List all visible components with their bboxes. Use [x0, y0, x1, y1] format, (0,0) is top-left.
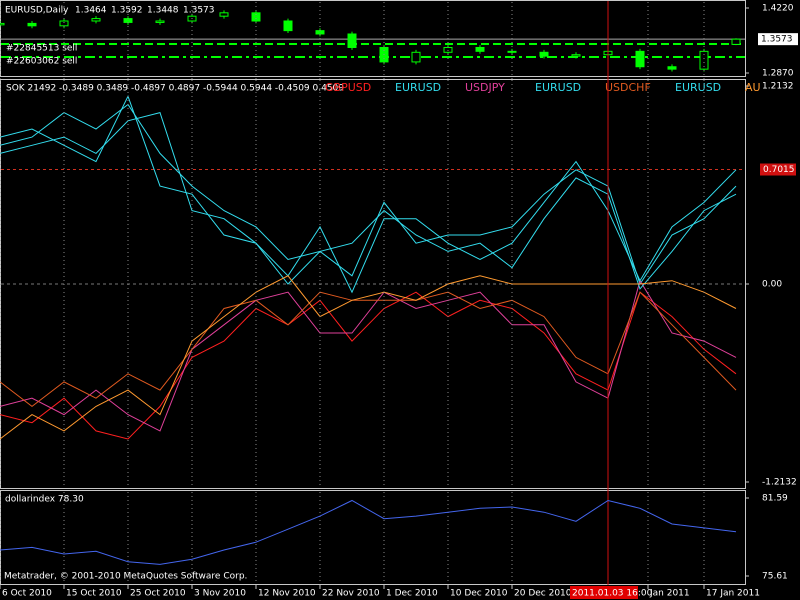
y-tick-label: 1.2870	[762, 69, 794, 79]
candle-body	[635, 50, 645, 68]
x-tick-label: 6 Oct 2010	[2, 589, 52, 599]
x-tick-label: 1 Dec 2010	[386, 589, 438, 599]
x-tick-label: 15 Oct 2010	[66, 589, 122, 599]
x-tick-label: Jan 2011	[649, 589, 690, 599]
candle-body	[123, 18, 133, 23]
x-tick-label: 25 Oct 2010	[130, 589, 186, 599]
x-tick-label: 17 Jan 2011	[706, 589, 760, 599]
candle-body	[27, 22, 37, 27]
candle-body	[411, 51, 421, 63]
cursor-box	[570, 586, 638, 599]
candle-body	[667, 66, 677, 70]
legend-entry: USDJPY	[465, 81, 505, 94]
candle-body	[571, 54, 581, 57]
y-tick-label: 1.2132	[762, 82, 794, 92]
candle-body	[251, 12, 261, 22]
ohlc-value: 1.3573	[183, 6, 215, 16]
candle-body	[347, 33, 357, 48]
ohlc-value: 1.3448	[147, 6, 179, 16]
candle-body	[315, 30, 325, 35]
level-box	[760, 163, 796, 176]
x-tick-label: 22 Nov 2010	[322, 589, 380, 599]
price-title: EURUSD,Daily	[5, 6, 69, 16]
series-line	[0, 279, 737, 432]
legend-entry: GBPUSD	[325, 81, 371, 94]
copyright-note: Metatrader, © 2001-2010 MetaQuotes Softw…	[4, 572, 247, 582]
last-price-box	[758, 33, 798, 46]
candle-body	[699, 50, 709, 70]
index-panel	[0, 490, 746, 585]
series-line	[0, 499, 737, 565]
candle-body	[475, 46, 485, 52]
y-tick-label: 1.4220	[762, 4, 794, 14]
index-title: dollarindex 78.30	[5, 495, 84, 505]
series-line	[0, 95, 737, 294]
order-label: #22845513 sell	[6, 44, 77, 54]
candle-body	[155, 20, 165, 23]
order-label: #22603062 sell	[6, 57, 77, 67]
candle-body	[443, 46, 453, 53]
legend-entry: AU	[745, 81, 761, 94]
legend-entry: EURUSD	[395, 81, 441, 94]
candle-body	[219, 12, 229, 17]
x-tick-label: 3 Nov 2010	[194, 589, 246, 599]
legend-entry: EURUSD	[675, 81, 721, 94]
series-line	[0, 111, 737, 290]
y-tick-label: 81.59	[762, 494, 788, 504]
series-line	[0, 275, 737, 440]
x-tick-label: 10 Dec 2010	[450, 589, 508, 599]
series-line	[0, 291, 737, 408]
series-line	[0, 291, 737, 440]
level-label: 0.7015	[763, 165, 795, 175]
cursor-label: 2011.01.03 16:00	[572, 589, 653, 599]
last-price-label: 1.3573	[761, 35, 793, 45]
y-tick-label: 75.61	[762, 572, 788, 582]
candle-body	[91, 18, 101, 22]
candle-body	[731, 38, 741, 45]
series-line	[0, 103, 737, 286]
indicator-title: SOK 21492 -0.3489 0.3489 -0.4897 0.4897 …	[6, 84, 344, 94]
candle-body	[539, 51, 549, 57]
y-tick-label: 0.00	[762, 280, 782, 290]
legend-entry: EURUSD	[535, 81, 581, 94]
y-tick-label: -1.2132	[762, 478, 797, 488]
candle-body	[0, 22, 5, 26]
candle-body	[59, 20, 69, 27]
candle-body	[283, 20, 293, 32]
ohlc-value: 1.3592	[111, 6, 143, 16]
candle-body	[507, 50, 517, 53]
x-tick-label: 20 Dec 2010	[514, 589, 572, 599]
x-tick-label: 12 Nov 2010	[258, 589, 316, 599]
legend-entry: USDCHF	[605, 81, 651, 94]
ohlc-value: 1.3464	[75, 6, 107, 16]
